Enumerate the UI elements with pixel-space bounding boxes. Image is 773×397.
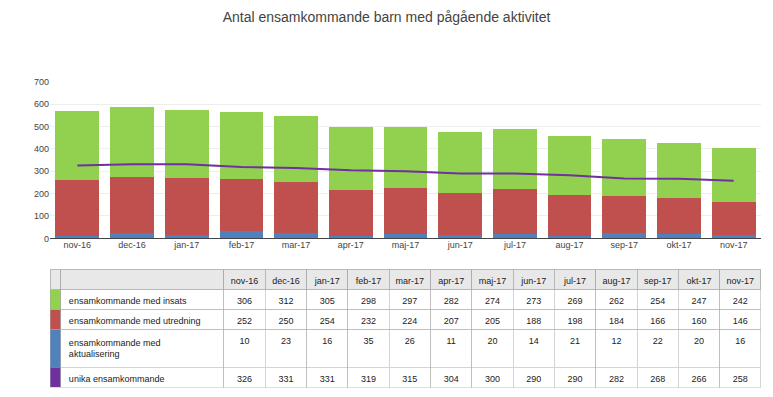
svg-text:21: 21 (570, 336, 580, 346)
svg-text:jan-17: jan-17 (314, 276, 340, 286)
svg-text:500: 500 (34, 122, 49, 132)
svg-text:258: 258 (733, 374, 748, 384)
svg-text:326: 326 (237, 374, 252, 384)
svg-text:nov-16: nov-16 (64, 240, 92, 250)
svg-text:maj-17: maj-17 (392, 240, 420, 250)
svg-text:146: 146 (733, 316, 748, 326)
svg-text:282: 282 (444, 296, 459, 306)
svg-text:306: 306 (237, 296, 252, 306)
svg-text:305: 305 (320, 296, 335, 306)
svg-text:okt-17: okt-17 (666, 240, 691, 250)
svg-text:feb-17: feb-17 (229, 240, 255, 250)
svg-text:jun-17: jun-17 (447, 240, 473, 250)
svg-text:247: 247 (692, 296, 707, 306)
svg-text:198: 198 (568, 316, 583, 326)
svg-text:feb-17: feb-17 (356, 276, 382, 286)
svg-text:20: 20 (694, 336, 704, 346)
svg-text:331: 331 (320, 374, 335, 384)
svg-text:maj-17: maj-17 (479, 276, 507, 286)
svg-text:apr-17: apr-17 (338, 240, 364, 250)
svg-text:jul-17: jul-17 (563, 276, 586, 286)
svg-text:224: 224 (402, 316, 417, 326)
svg-text:jan-17: jan-17 (173, 240, 199, 250)
svg-text:16: 16 (322, 336, 332, 346)
svg-text:188: 188 (526, 316, 541, 326)
svg-text:254: 254 (320, 316, 335, 326)
svg-text:12: 12 (611, 336, 621, 346)
svg-text:290: 290 (568, 374, 583, 384)
svg-text:207: 207 (444, 316, 459, 326)
svg-text:297: 297 (402, 296, 417, 306)
svg-text:22: 22 (653, 336, 663, 346)
svg-text:mar-17: mar-17 (396, 276, 425, 286)
svg-text:10: 10 (240, 336, 250, 346)
svg-text:aug-17: aug-17 (556, 240, 584, 250)
svg-text:nov-17: nov-17 (727, 276, 755, 286)
svg-text:23: 23 (281, 336, 291, 346)
svg-text:dec-16: dec-16 (272, 276, 300, 286)
svg-text:mar-17: mar-17 (282, 240, 311, 250)
svg-text:600: 600 (34, 99, 49, 109)
svg-text:282: 282 (609, 374, 624, 384)
svg-text:200: 200 (34, 189, 49, 199)
svg-text:262: 262 (609, 296, 624, 306)
svg-text:160: 160 (692, 316, 707, 326)
svg-text:14: 14 (529, 336, 539, 346)
svg-text:400: 400 (34, 144, 49, 154)
svg-text:273: 273 (526, 296, 541, 306)
svg-text:266: 266 (692, 374, 707, 384)
svg-text:35: 35 (364, 336, 374, 346)
svg-text:100: 100 (34, 211, 49, 221)
svg-text:ensamkommande med utredning: ensamkommande med utredning (69, 316, 201, 326)
svg-text:nov-16: nov-16 (231, 276, 259, 286)
svg-text:298: 298 (361, 296, 376, 306)
svg-text:269: 269 (568, 296, 583, 306)
svg-text:290: 290 (526, 374, 541, 384)
svg-text:0: 0 (44, 234, 49, 244)
svg-text:242: 242 (733, 296, 748, 306)
svg-text:16: 16 (735, 336, 745, 346)
svg-text:252: 252 (237, 316, 252, 326)
svg-text:nov-17: nov-17 (720, 240, 748, 250)
svg-text:315: 315 (402, 374, 417, 384)
svg-text:166: 166 (650, 316, 665, 326)
svg-text:aug-17: aug-17 (602, 276, 630, 286)
svg-text:jun-17: jun-17 (520, 276, 546, 286)
svg-text:319: 319 (361, 374, 376, 384)
svg-text:dec-16: dec-16 (118, 240, 146, 250)
svg-text:jul-17: jul-17 (503, 240, 526, 250)
svg-text:unika ensamkommande: unika ensamkommande (69, 374, 165, 384)
svg-text:205: 205 (485, 316, 500, 326)
svg-text:331: 331 (278, 374, 293, 384)
svg-text:300: 300 (485, 374, 500, 384)
svg-text:274: 274 (485, 296, 500, 306)
svg-text:232: 232 (361, 316, 376, 326)
svg-text:apr-17: apr-17 (438, 276, 464, 286)
svg-text:184: 184 (609, 316, 624, 326)
svg-text:304: 304 (444, 374, 459, 384)
svg-text:Antal ensamkommande barn med p: Antal ensamkommande barn med pågående ak… (223, 9, 551, 25)
svg-text:312: 312 (278, 296, 293, 306)
svg-text:ensamkommande medaktualisering: ensamkommande medaktualisering (69, 338, 161, 360)
svg-text:20: 20 (487, 336, 497, 346)
svg-text:254: 254 (650, 296, 665, 306)
svg-text:700: 700 (34, 77, 49, 87)
svg-text:sep-17: sep-17 (644, 276, 672, 286)
svg-text:250: 250 (278, 316, 293, 326)
svg-text:300: 300 (34, 166, 49, 176)
svg-text:okt-17: okt-17 (687, 276, 712, 286)
svg-text:26: 26 (405, 336, 415, 346)
svg-text:11: 11 (446, 336, 455, 346)
svg-text:ensamkommande med insats: ensamkommande med insats (69, 296, 187, 306)
svg-text:sep-17: sep-17 (611, 240, 639, 250)
svg-text:268: 268 (650, 374, 665, 384)
